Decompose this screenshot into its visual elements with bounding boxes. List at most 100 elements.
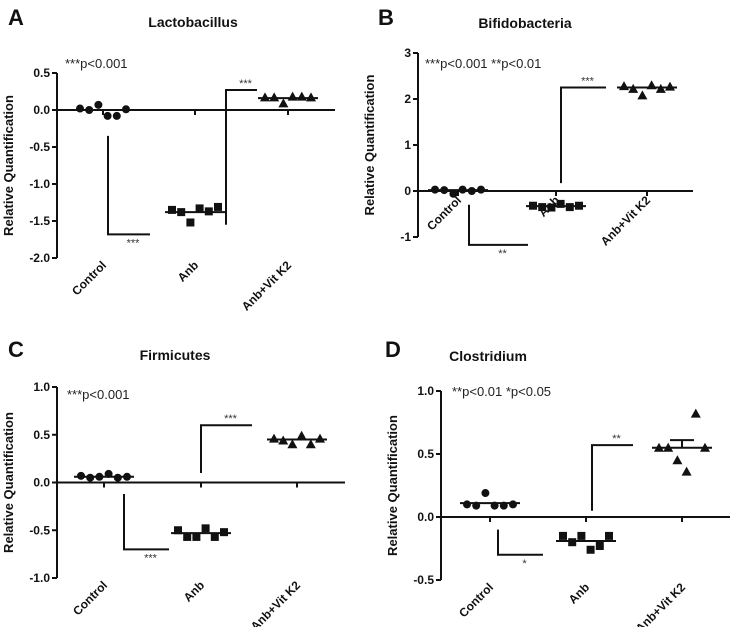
data-point-anb-vitk2	[260, 92, 270, 102]
data-point-anb	[195, 204, 204, 213]
data-point-anb-vitk2	[646, 80, 657, 90]
data-point-anb-vitk2	[628, 83, 639, 93]
significance-bracket	[200, 424, 252, 473]
y-tick-label: -2.0	[29, 251, 50, 265]
data-point-anb	[595, 541, 604, 550]
data-point-anb-vitk2	[306, 92, 316, 102]
y-tick-label: 1.0	[417, 384, 434, 398]
data-point-anb-vitk2	[296, 430, 307, 440]
y-tick-label: -1.0	[29, 177, 50, 191]
data-point-control	[85, 106, 94, 114]
p-value-note: ***p<0.001 **p<0.01	[425, 56, 541, 71]
data-point-control	[95, 472, 104, 481]
significance-bracket	[107, 135, 150, 236]
chart-title: Firmicutes	[140, 347, 211, 363]
data-point-anb-vitk2	[665, 81, 675, 91]
y-tick-label: -0.5	[29, 140, 50, 154]
y-axis-label: Relative Quantification	[1, 95, 16, 236]
panel-c: C Firmicutes ***p<0.001 Relative Quantifica…	[1, 337, 345, 627]
data-point-anb	[168, 205, 176, 214]
category-label: Anb+Vit K2	[598, 193, 653, 248]
data-point-anb-vitk2	[690, 408, 701, 418]
data-point-anb	[220, 528, 228, 537]
data-point-control	[509, 500, 517, 509]
data-point-anb	[192, 532, 201, 541]
y-tick-label: -0.5	[29, 523, 50, 537]
category-label: Anb+Vit K2	[239, 258, 294, 313]
data-point-control	[481, 489, 490, 498]
data-point-control	[477, 185, 485, 194]
significance-bracket	[225, 89, 257, 225]
y-tick-label: 0.0	[33, 103, 50, 117]
category-label: Control	[424, 193, 464, 233]
data-point-anb-vitk2	[637, 90, 648, 100]
y-tick-label: 1.0	[33, 380, 50, 394]
data-point-anb-vitk2	[655, 83, 666, 93]
data-point-anb	[201, 524, 210, 533]
data-point-anb-vitk2	[315, 433, 325, 443]
y-tick-label: 0.5	[33, 428, 50, 442]
data-point-control	[449, 189, 458, 198]
significance-label: *	[522, 558, 527, 570]
data-point-anb-vitk2	[296, 91, 307, 101]
data-point-anb-vitk2	[700, 442, 710, 452]
category-label: Anb+Vit K2	[633, 580, 688, 627]
p-value-note: ***p<0.001	[65, 56, 128, 71]
significance-label: ***	[581, 76, 595, 88]
category-label: Control	[456, 580, 496, 620]
data-point-anb	[183, 532, 192, 541]
y-tick-label: 0.0	[33, 476, 50, 490]
y-tick-label: 2	[404, 92, 411, 106]
data-point-anb	[568, 538, 577, 547]
data-point-control	[113, 473, 122, 482]
data-point-anb	[214, 202, 222, 211]
y-tick-label: -1	[400, 230, 411, 244]
y-tick-label: 0.0	[417, 510, 434, 524]
data-point-anb-vitk2	[269, 433, 279, 443]
data-point-anb	[586, 545, 595, 554]
significance-bracket	[468, 204, 528, 246]
data-point-control	[467, 187, 476, 195]
data-point-anb	[538, 203, 547, 212]
significance-bracket	[591, 444, 633, 511]
data-point-anb-vitk2	[269, 92, 280, 102]
significance-bracket	[560, 86, 606, 184]
data-point-anb-vitk2	[619, 81, 629, 91]
data-point-anb	[605, 531, 613, 540]
significance-bracket	[123, 493, 169, 551]
data-point-anb	[577, 531, 586, 540]
data-point-anb-vitk2	[278, 435, 289, 445]
data-point-anb	[174, 526, 182, 535]
data-point-control	[112, 111, 121, 120]
y-tick-label: 1	[404, 138, 411, 152]
p-value-note: **p<0.01 *p<0.05	[452, 384, 551, 399]
category-label: Anb+Vit K2	[248, 578, 303, 627]
y-axis-label: Relative Quantification	[362, 75, 377, 216]
data-point-anb-vitk2	[305, 439, 316, 449]
data-point-control	[440, 186, 449, 195]
panel-b: B Bifidobacteria ***p<0.001 **p<0.01 Relati…	[362, 5, 693, 260]
panel-letter: D	[385, 337, 401, 362]
data-point-control	[86, 473, 95, 482]
data-point-anb	[556, 199, 565, 208]
significance-label: ***	[144, 552, 158, 564]
y-tick-label: -1.0	[29, 571, 50, 585]
chart-title: Clostridium	[449, 348, 527, 364]
data-point-control	[104, 469, 113, 478]
data-point-anb	[559, 531, 567, 540]
y-tick-label: 0	[404, 184, 411, 198]
category-label: Anb	[175, 258, 201, 284]
panel-a: A Lactobacillus ***p<0.001 Relative Quantif…	[1, 5, 335, 313]
data-point-anb-vitk2	[287, 91, 298, 101]
data-point-control	[458, 185, 467, 194]
panel-letter: A	[8, 5, 24, 30]
panel-letter: B	[378, 5, 394, 30]
category-label: Anb	[181, 578, 207, 604]
y-tick-label: -1.5	[29, 214, 50, 228]
data-point-control	[77, 471, 85, 480]
significance-label: ***	[224, 413, 238, 425]
data-point-anb	[575, 201, 583, 210]
significance-label: ***	[127, 237, 141, 249]
panel-d: D Clostridium **p<0.01 *p<0.05 Relative Qua…	[385, 337, 730, 627]
